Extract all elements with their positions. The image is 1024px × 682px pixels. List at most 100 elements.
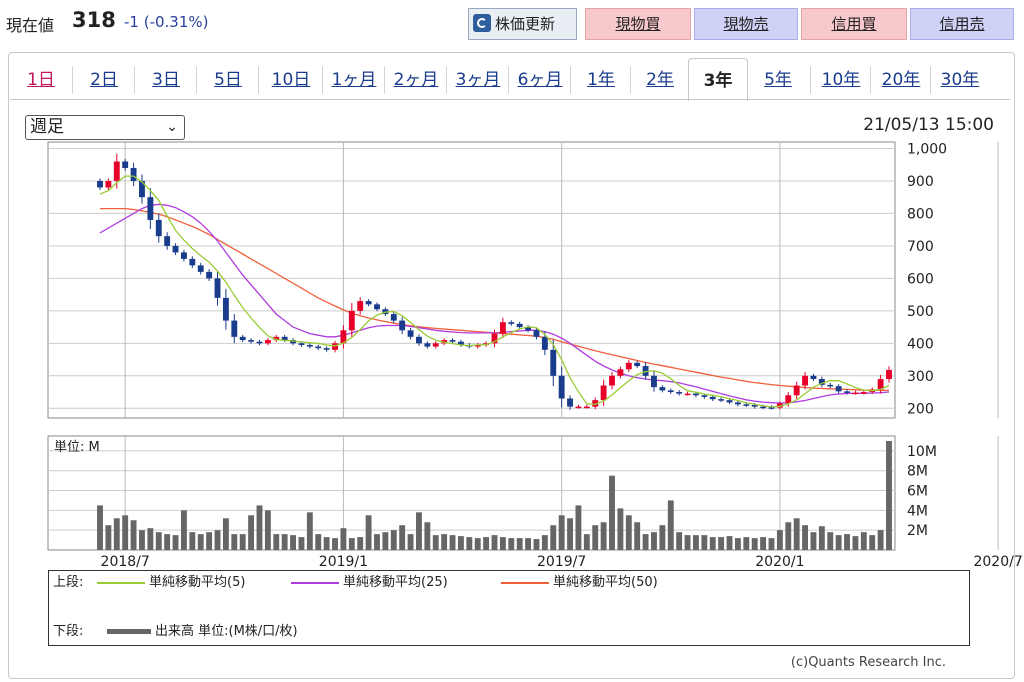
- margin-buy-button[interactable]: 信用買: [801, 8, 907, 40]
- volume-bar: [449, 535, 456, 550]
- tab-3m[interactable]: 3ヶ月: [446, 66, 509, 94]
- candle-body: [852, 392, 859, 395]
- current-price: 318: [72, 8, 116, 32]
- volume-bar: [693, 535, 699, 550]
- candle-body: [474, 344, 481, 347]
- candle-body: [357, 301, 364, 311]
- candle-body: [248, 340, 255, 342]
- refresh-label: 株価更新: [495, 15, 556, 33]
- tab-5y[interactable]: 5年: [764, 70, 792, 90]
- candle-body: [432, 343, 439, 347]
- candle-body: [239, 336, 246, 341]
- volume-bar: [802, 525, 809, 550]
- tab-5d[interactable]: 5日: [196, 66, 259, 94]
- volume-bar: [264, 510, 271, 550]
- tab-2d[interactable]: 2日: [72, 66, 135, 94]
- tab-6m[interactable]: 6ヶ月: [508, 66, 571, 94]
- volume-bar: [718, 537, 725, 550]
- candle-body: [298, 343, 305, 345]
- tabs-divider: [10, 99, 1010, 100]
- candle-body: [634, 362, 641, 367]
- candle-body: [290, 340, 296, 344]
- candle-body: [499, 322, 506, 334]
- candle-body: [416, 336, 422, 344]
- volume-bar: [214, 530, 221, 550]
- volume-bar: [651, 532, 657, 550]
- price-change: -1 (-0.31%): [124, 13, 209, 31]
- volume-tick-label: 6M: [907, 484, 928, 500]
- candle-body: [575, 406, 582, 409]
- tab-1y[interactable]: 1年: [570, 66, 631, 94]
- volume-tick-label: 8M: [907, 464, 928, 480]
- volume-bar: [516, 538, 523, 550]
- volume-bar: [575, 505, 582, 550]
- volume-bar: [172, 535, 179, 550]
- tab-1m[interactable]: 1ヶ月: [322, 66, 385, 94]
- candle-body: [206, 271, 213, 279]
- ma5-line: [99, 175, 890, 408]
- cash-buy-button[interactable]: 現物買: [585, 8, 691, 40]
- tab-3y[interactable]: 3年: [688, 58, 748, 101]
- candle-body: [667, 390, 674, 393]
- volume-bar: [659, 525, 666, 550]
- candle-body: [97, 180, 103, 188]
- volume-bar: [290, 535, 296, 550]
- candle-body: [348, 310, 355, 331]
- candlesticks: [97, 153, 892, 410]
- volume-bar: [399, 525, 406, 550]
- tab-2m[interactable]: 2ヶ月: [384, 66, 447, 94]
- volume-bar: [701, 535, 708, 550]
- candle-body: [122, 161, 129, 168]
- volume-bar: [877, 530, 884, 550]
- candle-body: [332, 343, 338, 350]
- volume-bar: [726, 536, 733, 550]
- volume-bar: [407, 534, 414, 550]
- x-tick-label: 2019/7: [537, 554, 586, 570]
- tab-20y[interactable]: 20年: [870, 66, 931, 94]
- volume-bar: [852, 536, 859, 550]
- chart-legend: 上段: 単純移動平均(5) 単純移動平均(25) 単純移動平均(50) 下段: …: [48, 570, 970, 646]
- tab-30y[interactable]: 30年: [930, 66, 989, 94]
- price-tick-label: 700: [907, 239, 934, 255]
- volume-bar: [835, 535, 842, 550]
- candle-body: [424, 343, 431, 347]
- tab-10d[interactable]: 10日: [258, 66, 323, 94]
- candle-body: [676, 392, 683, 394]
- volume-bar: [676, 532, 683, 550]
- refresh-price-button[interactable]: 株価更新: [468, 8, 577, 40]
- volume-bar: [122, 515, 129, 550]
- volume-tick-label: 10M: [907, 444, 937, 460]
- volume-bar: [491, 535, 498, 550]
- legend-volume-label: 出来高 単位:(M株/口/枚): [155, 624, 298, 639]
- volume-bar: [743, 537, 750, 550]
- interval-select[interactable]: 週足 ⌄: [25, 115, 185, 140]
- volume-bar: [810, 532, 817, 550]
- volume-bar: [886, 440, 892, 550]
- tab-10y[interactable]: 10年: [810, 66, 871, 94]
- tab-3d[interactable]: 3日: [134, 66, 197, 94]
- candle-body: [651, 375, 657, 388]
- volume-bar: [667, 500, 674, 550]
- volume-bar: [609, 475, 615, 550]
- ma5-path: [99, 175, 890, 408]
- cash-sell-button[interactable]: 現物売: [694, 8, 798, 40]
- tab-1d[interactable]: 1日: [27, 70, 55, 90]
- margin-sell-button[interactable]: 信用売: [910, 8, 1014, 40]
- volume-bars: [97, 440, 892, 550]
- candle-body: [760, 406, 767, 409]
- candle-body: [617, 369, 624, 376]
- tab-2y[interactable]: 2年: [630, 66, 689, 94]
- price-tick-label: 600: [907, 271, 934, 287]
- candle-body: [399, 320, 406, 331]
- legend-volume: 出来高 単位:(M株/口/枚): [107, 622, 298, 642]
- candle-body: [625, 362, 632, 370]
- candle-body: [818, 379, 825, 385]
- candle-body: [323, 348, 330, 350]
- candle-body: [256, 341, 263, 344]
- margin-buy-label: 信用買: [831, 15, 877, 33]
- ma5-swatch: [97, 581, 145, 584]
- volume-bar: [306, 512, 313, 550]
- volume-bar: [600, 522, 607, 550]
- candle-body: [860, 392, 867, 394]
- candle-body: [508, 322, 515, 324]
